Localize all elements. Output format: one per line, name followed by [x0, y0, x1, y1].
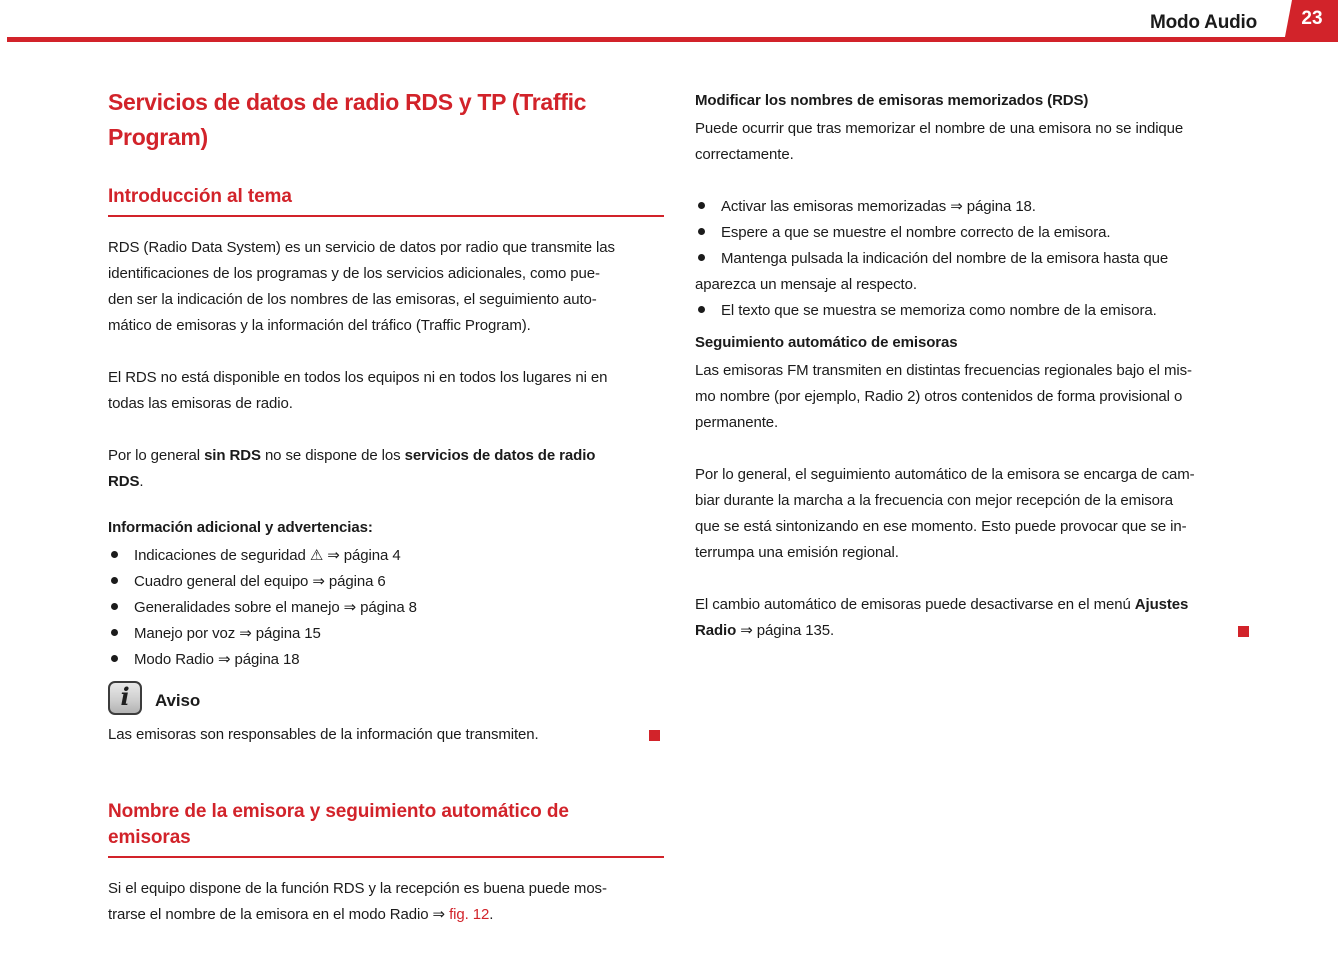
- list-item: Cuadro general del equipo ⇒ página 6: [108, 569, 664, 595]
- paragraph: Por lo general sin RDS no se dispone de …: [108, 447, 596, 490]
- steps-list: Activar las emisoras memorizadas ⇒ págin…: [695, 194, 1251, 324]
- paragraph: Por lo general, el seguimiento automátic…: [695, 466, 1195, 561]
- page-number: 23: [1301, 8, 1323, 29]
- header-section-title: Modo Audio: [1149, 12, 1257, 33]
- chapter-title: Servicios de datos de radio RDS y TP (Tr…: [108, 89, 587, 150]
- list-item: Generalidades sobre el manejo ⇒ página 8: [108, 595, 664, 621]
- section-end-marker: [1238, 626, 1249, 637]
- list-item: Espere a que se muestre el nombre correc…: [695, 220, 1251, 246]
- list-item: Activar las emisoras memorizadas ⇒ págin…: [695, 194, 1251, 220]
- section-heading-nombre-emisora: Nombre de la emisora y seguimiento autom…: [108, 799, 664, 858]
- aviso-note-text: Las emisoras son responsables de la info…: [108, 722, 664, 748]
- list-item: Indicaciones de seguridad ⚠ ⇒ página 4: [108, 543, 664, 569]
- list-item: Mantenga pulsada la indicación del nombr…: [695, 250, 1169, 293]
- paragraph: El cambio automático de emisoras puede d…: [695, 592, 1251, 644]
- left-column: Servicios de datos de radio RDS y TP (Tr…: [108, 85, 664, 954]
- bullet-icon: [111, 629, 118, 636]
- bullet-icon: [698, 254, 705, 261]
- list-item: El texto que se muestra se memoriza como…: [695, 298, 1251, 324]
- subheading-seguimiento-automatico: Seguimiento automático de emisoras: [695, 334, 958, 351]
- cross-reference-list: Indicaciones de seguridad ⚠ ⇒ página 4 C…: [108, 543, 664, 673]
- bullet-icon: [111, 577, 118, 584]
- list-item: Modo Radio ⇒ página 18: [108, 647, 664, 673]
- paragraph: El RDS no está disponible en todos los e…: [108, 369, 608, 412]
- section-heading-introduccion: Introducción al tema: [108, 184, 664, 217]
- info-subheading: Información adicional y advertencias:: [108, 519, 373, 536]
- list-item: Manejo por voz ⇒ página 15: [108, 621, 664, 647]
- section-introduccion: Introducción al tema RDS (Radio Data Sys…: [108, 184, 664, 748]
- paragraph: Las emisoras FM transmiten en distintas …: [695, 362, 1192, 431]
- page-number-badge: 23: [1284, 0, 1338, 42]
- section-nombre-emisora: Nombre de la emisora y seguimiento autom…: [108, 799, 664, 928]
- bullet-icon: [111, 603, 118, 610]
- subheading-modificar-nombres: Modificar los nombres de emisoras memori…: [695, 92, 1089, 109]
- figure-cross-reference-link[interactable]: fig. 12: [449, 906, 490, 923]
- aviso-note-header: i Aviso: [108, 681, 664, 715]
- bullet-icon: [698, 228, 705, 235]
- bullet-icon: [111, 551, 118, 558]
- paragraph: RDS (Radio Data System) es un servicio d…: [108, 239, 615, 334]
- bullet-icon: [698, 202, 705, 209]
- aviso-note-label: Aviso: [155, 691, 201, 710]
- right-column: Modificar los nombres de emisoras memori…: [695, 88, 1251, 670]
- paragraph: Puede ocurrir que tras memorizar el nomb…: [695, 120, 1184, 163]
- bullet-icon: [698, 306, 705, 313]
- paragraph: Si el equipo dispone de la función RDS y…: [108, 880, 607, 923]
- aviso-note: i Aviso Las emisoras son responsables de…: [108, 681, 664, 748]
- header-rule: [7, 37, 1338, 42]
- section-end-marker: [649, 730, 660, 741]
- bullet-icon: [111, 655, 118, 662]
- info-icon: i: [108, 681, 142, 715]
